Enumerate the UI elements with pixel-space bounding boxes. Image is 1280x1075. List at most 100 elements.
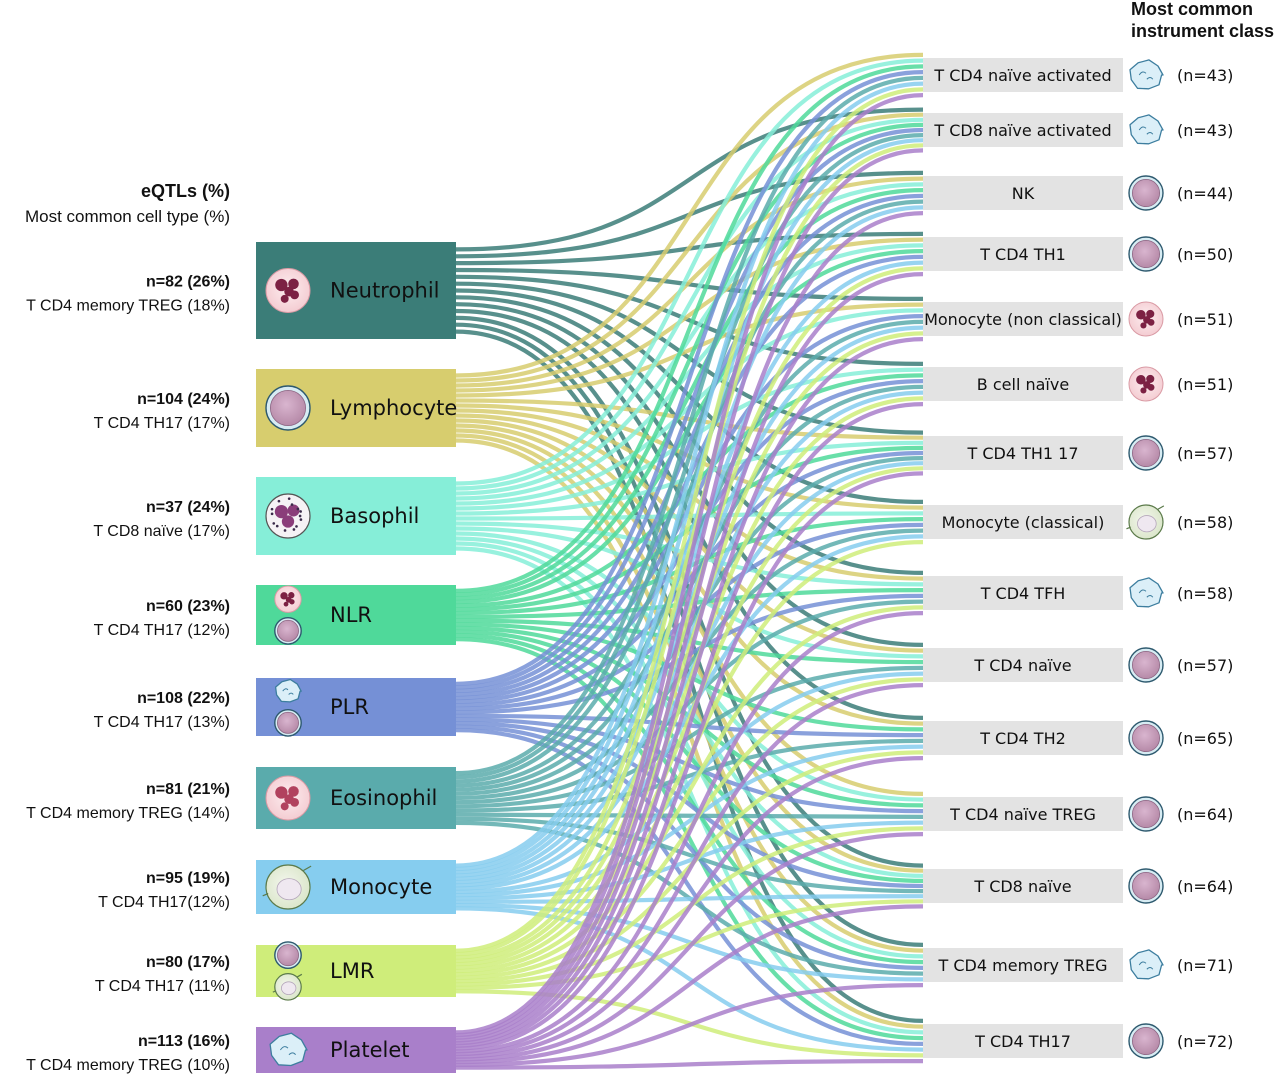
source-cell-type: T CD8 naïve (17%) bbox=[93, 523, 230, 540]
flow-lmr-4 bbox=[455, 331, 924, 963]
flow-lmr-5 bbox=[455, 396, 924, 967]
target-box bbox=[923, 948, 1123, 982]
target-count: (n=43) bbox=[1177, 121, 1233, 140]
source-stat: n=95 (19%) bbox=[146, 870, 230, 887]
target-count: (n=64) bbox=[1177, 805, 1233, 824]
source-node-nlr: NLR n=60 (23%) T CD4 TH17 (12%) bbox=[94, 585, 456, 645]
target-count: (n=50) bbox=[1177, 245, 1233, 264]
target-label: T CD8 naïve activated bbox=[933, 121, 1111, 140]
flow-platelet-2 bbox=[455, 211, 924, 1040]
source-stat: n=82 (26%) bbox=[146, 274, 230, 291]
source-label: Eosinophil bbox=[330, 786, 437, 810]
target-label: T CD4 naïve bbox=[973, 656, 1071, 675]
flow-monocyte-1 bbox=[455, 138, 924, 871]
lymphocyte-icon bbox=[1128, 647, 1164, 683]
target-box bbox=[923, 58, 1123, 92]
target-label: NK bbox=[1012, 184, 1035, 203]
source-label: LMR bbox=[330, 959, 374, 983]
flow-nlr-0 bbox=[455, 64, 924, 593]
flow-monocyte-4 bbox=[455, 325, 924, 881]
target-label: T CD4 naïve TREG bbox=[949, 805, 1096, 824]
flow-lmr-3 bbox=[455, 266, 924, 960]
flow-eosinophil-1 bbox=[455, 133, 924, 780]
target-label: T CD4 memory TREG bbox=[938, 956, 1108, 975]
left-header-subtitle: Most common cell type (%) bbox=[25, 207, 230, 226]
lymphocyte-icon bbox=[274, 708, 302, 737]
flow-lmr-6 bbox=[455, 466, 924, 970]
source-stat: n=80 (17%) bbox=[146, 954, 230, 971]
platelet-icon bbox=[1129, 59, 1164, 90]
target-count: (n=58) bbox=[1177, 513, 1233, 532]
target-count: (n=51) bbox=[1177, 310, 1233, 329]
target-node-6: T CD4 TH1 17 (n=57) bbox=[923, 435, 1233, 471]
flow-links bbox=[455, 52, 924, 1070]
neutrophil-icon bbox=[1128, 366, 1164, 402]
target-count: (n=43) bbox=[1177, 66, 1233, 85]
flow-eosinophil-10 bbox=[455, 738, 924, 813]
flow-eosinophil-9 bbox=[455, 665, 924, 809]
source-label: Monocyte bbox=[330, 875, 432, 899]
source-stat: n=104 (24%) bbox=[137, 391, 230, 408]
target-label: Monocyte (non classical) bbox=[924, 310, 1122, 329]
flow-monocyte-2 bbox=[455, 205, 924, 875]
flow-plr-12 bbox=[455, 721, 924, 889]
source-label: PLR bbox=[330, 695, 369, 719]
platelet-icon bbox=[1129, 114, 1164, 145]
flow-platelet-3 bbox=[455, 272, 924, 1043]
lymphocyte-monocyte-icon bbox=[272, 941, 303, 1001]
source-stat: n=60 (23%) bbox=[146, 598, 230, 615]
lymphocyte-icon bbox=[265, 385, 311, 431]
flow-lmr-8 bbox=[455, 605, 924, 977]
target-label: T CD4 naïve activated bbox=[933, 66, 1111, 85]
source-cell-type: T CD4 TH17 (11%) bbox=[95, 978, 230, 995]
source-node-platelet: Platelet n=113 (16%) T CD4 memory TREG (10… bbox=[26, 1027, 456, 1074]
target-count: (n=64) bbox=[1177, 877, 1233, 896]
source-nodes: Neutrophil n=82 (26%) T CD4 memory TREG (1… bbox=[26, 242, 457, 1074]
target-label: T CD8 naïve bbox=[973, 877, 1071, 896]
flow-eosinophil-2 bbox=[455, 199, 924, 784]
target-box bbox=[923, 113, 1123, 147]
flow-platelet-5 bbox=[455, 402, 924, 1048]
target-node-0: T CD4 naïve activated (n=43) bbox=[923, 58, 1233, 92]
flow-platelet-0 bbox=[455, 93, 924, 1035]
source-stat: n=113 (16%) bbox=[138, 1033, 230, 1050]
flow-platelet-6 bbox=[455, 471, 924, 1051]
target-count: (n=57) bbox=[1177, 656, 1233, 675]
flow-monocyte-9 bbox=[455, 671, 924, 894]
flow-monocyte-5 bbox=[455, 390, 924, 885]
flow-platelet-12 bbox=[455, 904, 924, 1065]
platelet-icon bbox=[269, 1032, 308, 1067]
target-count: (n=71) bbox=[1177, 956, 1233, 975]
flow-lymphocyte-0 bbox=[455, 52, 924, 378]
flow-monocyte-6 bbox=[455, 461, 924, 888]
flow-platelet-8 bbox=[455, 611, 924, 1054]
target-node-10: T CD4 TH2 (n=65) bbox=[923, 720, 1233, 756]
flow-monocyte-11 bbox=[455, 820, 924, 901]
target-node-9: T CD4 naïve (n=57) bbox=[923, 647, 1233, 683]
target-count: (n=58) bbox=[1177, 584, 1233, 603]
target-node-1: T CD8 naïve activated (n=43) bbox=[923, 113, 1233, 147]
target-node-4: Monocyte (non classical) (n=51) bbox=[923, 301, 1233, 337]
flow-platelet-14 bbox=[455, 1059, 924, 1070]
flow-lymphocyte-3 bbox=[455, 237, 924, 393]
target-label: B cell naïve bbox=[977, 375, 1069, 394]
source-stat: n=81 (21%) bbox=[146, 781, 230, 798]
flow-eosinophil-8 bbox=[455, 599, 924, 805]
target-count: (n=65) bbox=[1177, 729, 1233, 748]
lymphocyte-icon bbox=[1128, 435, 1164, 471]
target-nodes: T CD4 naïve activated (n=43)T CD8 naïve a… bbox=[923, 58, 1233, 1059]
flow-platelet-9 bbox=[455, 683, 924, 1057]
flow-plr-6 bbox=[455, 450, 924, 708]
platelet-icon bbox=[1129, 949, 1164, 980]
target-node-3: T CD4 TH1 (n=50) bbox=[923, 236, 1233, 272]
target-box bbox=[923, 176, 1123, 210]
target-node-13: T CD4 memory TREG (n=71) bbox=[923, 948, 1233, 982]
target-box bbox=[923, 648, 1123, 682]
flow-platelet-13 bbox=[455, 983, 924, 1067]
lymphocyte-icon bbox=[274, 616, 302, 645]
neutrophil-icon bbox=[265, 268, 311, 313]
flow-platelet-10 bbox=[455, 756, 924, 1059]
platelet-icon bbox=[1129, 577, 1164, 608]
basophil-icon bbox=[265, 493, 311, 539]
